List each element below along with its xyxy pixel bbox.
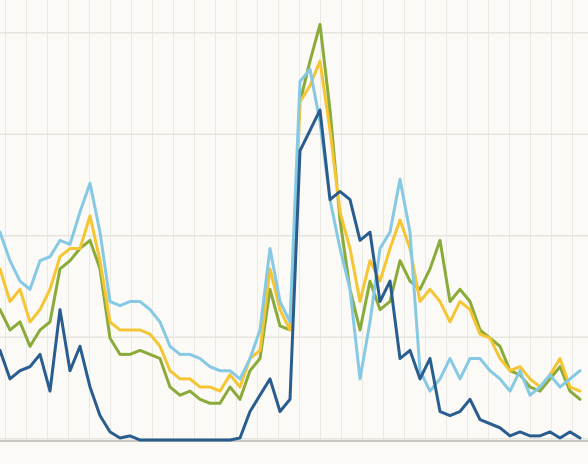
series-line — [0, 67, 582, 397]
series-line — [0, 108, 582, 442]
series-line — [0, 59, 582, 393]
